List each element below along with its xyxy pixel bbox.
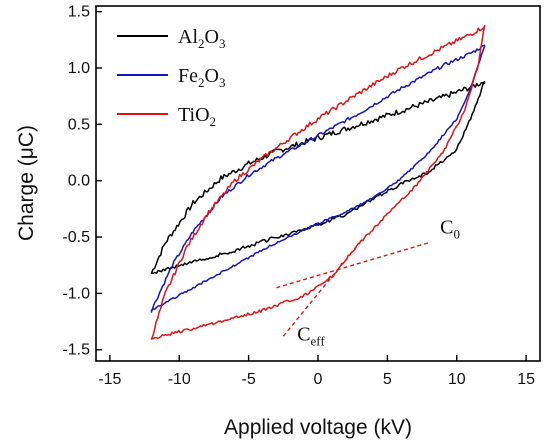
annotation-ceff-label: Ceff xyxy=(297,324,325,349)
x-tick-label: -5 xyxy=(242,371,256,388)
legend: Al2O3 Fe2O3 TiO2 xyxy=(117,26,225,129)
series-line-fe2o3 xyxy=(150,44,486,313)
legend-label-tio2: TiO2 xyxy=(178,104,216,129)
legend-label-fe2o3: Fe2O3 xyxy=(178,65,225,90)
annotations xyxy=(276,238,430,337)
plot-frame xyxy=(95,5,541,362)
y-axis-label: Charge (μC) xyxy=(15,125,38,241)
axis-ticks: -15 -10 -5 0 5 10 15 -1.5 -1.0 -0.5 0.0 0.5 1.0 1.5 xyxy=(62,4,535,388)
y-tick-label: 1.0 xyxy=(68,60,90,77)
y-tick-label: -1.5 xyxy=(62,342,90,359)
x-axis-label: Applied voltage (kV) xyxy=(224,416,412,439)
x-tick-label: 15 xyxy=(517,371,535,388)
legend-label-al2o3: Al2O3 xyxy=(178,26,225,51)
annotation-line-ceff xyxy=(282,238,363,337)
y-tick-label: -1.0 xyxy=(62,285,90,302)
annotation-c0-label: C0 xyxy=(440,217,460,242)
x-tick-label: 0 xyxy=(314,371,323,388)
x-tick-label: 5 xyxy=(383,371,392,388)
x-tick-label: -15 xyxy=(98,371,121,388)
y-tick-label: 0.5 xyxy=(68,116,90,133)
annotation-line-c0 xyxy=(276,241,430,289)
curves xyxy=(150,24,486,340)
x-tick-label: -10 xyxy=(168,371,191,388)
series-line-al2o3 xyxy=(150,80,486,275)
y-tick-label: -0.5 xyxy=(62,229,90,246)
y-tick-label: 1.5 xyxy=(68,4,90,21)
x-tick-label: 10 xyxy=(448,371,466,388)
series-line-tio2 xyxy=(150,24,486,340)
y-tick-label: 0.0 xyxy=(68,173,90,190)
